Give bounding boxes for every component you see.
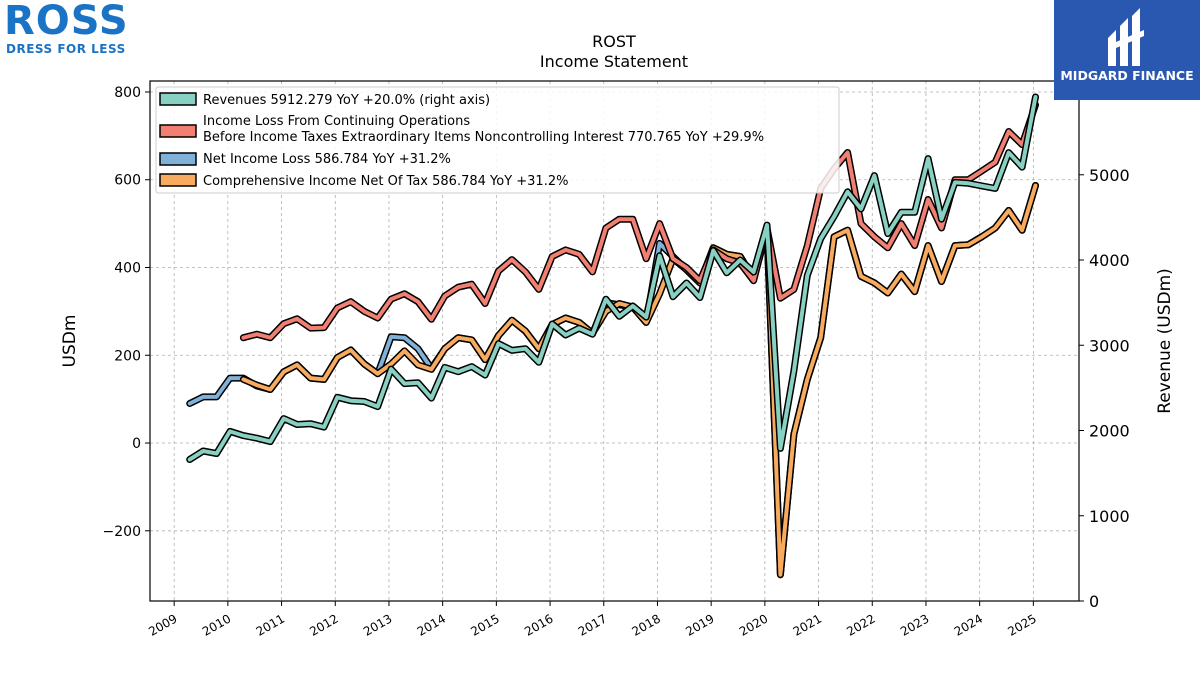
x-tick-label: 2019: [683, 611, 716, 638]
legend-label: Income Loss From Continuing Operations: [203, 114, 470, 129]
plot-frame: [149, 80, 1080, 602]
x-axis-ticks: 2009 2010 2011 2012 2013 2014 2015 2016 2017 2018…: [146, 601, 1039, 639]
legend-swatch: [159, 124, 197, 138]
right-tick-label: 2000: [1089, 422, 1130, 441]
x-tick-label: 2013: [361, 611, 394, 638]
series-line: [187, 95, 1038, 462]
series-lines: [186, 93, 1039, 579]
x-tick-label: 2014: [415, 611, 448, 638]
left-tick-label: 800: [114, 85, 141, 101]
x-tick-label: 2023: [898, 611, 931, 638]
x-tick-label: 2012: [307, 611, 340, 638]
legend-label: Revenues 5912.279 YoY +20.0% (right axis…: [203, 93, 490, 108]
left-tick-label: −200: [103, 524, 141, 540]
x-tick-label: 2011: [254, 611, 287, 638]
legend-swatch: [159, 152, 197, 166]
left-axis-ticks: −200 0 200 400 600 800: [103, 85, 150, 540]
x-tick-label: 2015: [468, 611, 501, 638]
right-tick-label: 5000: [1089, 166, 1130, 185]
left-tick-label: 0: [132, 436, 141, 452]
right-tick-label: 0: [1089, 592, 1099, 611]
chart-subtitle: Income Statement: [539, 52, 689, 71]
midgard-finance-logo: MIDGARD FINANCE: [1054, 0, 1200, 100]
x-tick-label: 2017: [576, 611, 609, 638]
midgard-logo-text: MIDGARD FINANCE: [1060, 68, 1194, 83]
ross-logo-word: ROSS: [4, 0, 129, 44]
legend-label: Before Income Taxes Extraordinary Items …: [203, 130, 764, 145]
legend-box: [155, 86, 840, 194]
legend-swatch: [159, 173, 197, 187]
right-axis-label: Revenue (USDm): [1155, 268, 1175, 414]
legend-swatch: [159, 92, 197, 106]
ross-logo: ROSS DRESS FOR LESS: [4, 0, 139, 56]
right-tick-label: 1000: [1089, 507, 1130, 526]
left-axis-label: USDm: [60, 315, 80, 368]
x-tick-label: 2024: [952, 611, 985, 638]
x-tick-label: 2021: [791, 611, 824, 638]
x-tick-label: 2020: [737, 611, 770, 638]
x-tick-label: 2025: [1005, 611, 1038, 638]
x-tick-label: 2009: [146, 611, 179, 638]
ross-logo-tagline: DRESS FOR LESS: [6, 42, 126, 56]
left-tick-label: 600: [114, 173, 141, 189]
x-tick-label: 2022: [844, 611, 877, 638]
right-tick-label: 3000: [1089, 336, 1130, 355]
right-axis-ticks: 0 1000 2000 3000 4000 5000: [1079, 166, 1130, 611]
legend-label: Comprehensive Income Net Of Tax 586.784 …: [203, 174, 568, 189]
right-tick-label: 4000: [1089, 251, 1130, 270]
x-tick-label: 2016: [522, 611, 555, 638]
legend: Revenues 5912.279 YoY +20.0% (right axis…: [155, 86, 840, 194]
x-tick-label: 2010: [200, 611, 233, 638]
left-tick-label: 200: [114, 348, 141, 364]
left-tick-label: 400: [114, 260, 141, 276]
x-tick-label: 2018: [630, 611, 663, 638]
chart-title: ROST: [592, 32, 636, 51]
series-line: [241, 102, 1038, 340]
midgard-emblem-icon: [1108, 8, 1144, 66]
legend-label: Net Income Loss 586.784 YoY +31.2%: [203, 152, 451, 167]
